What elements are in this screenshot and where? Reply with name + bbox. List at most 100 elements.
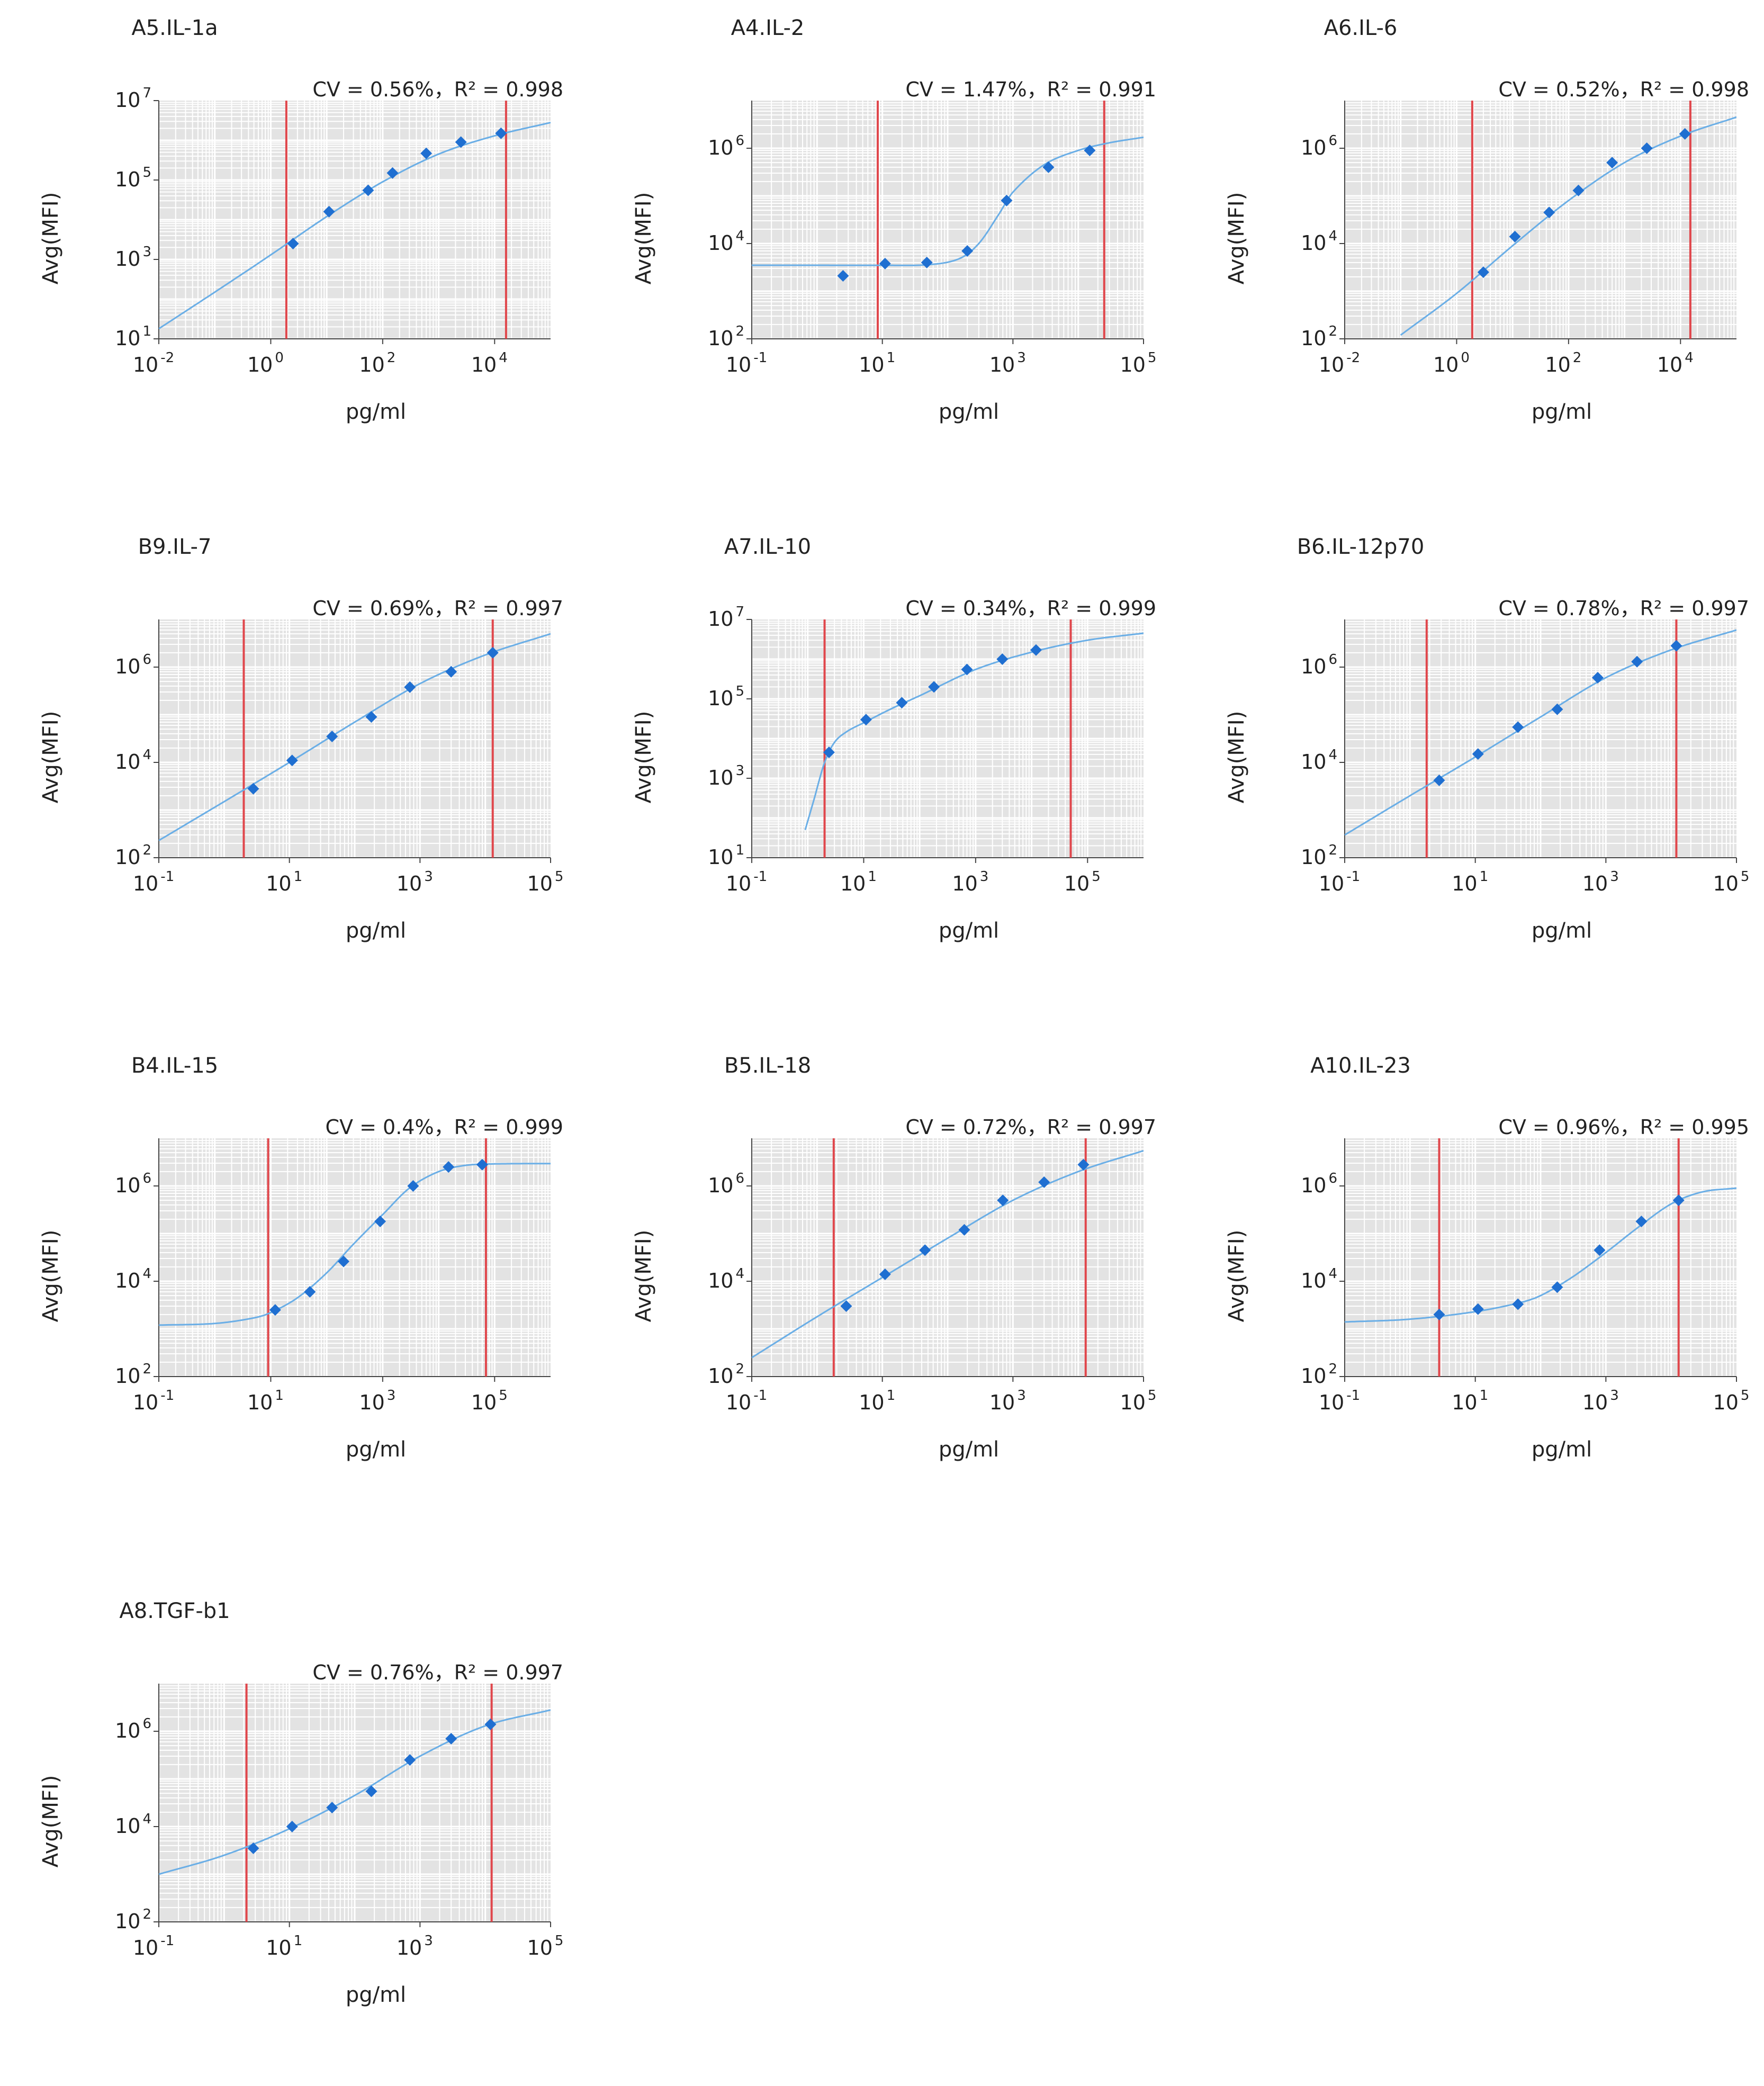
data-point [1594,1244,1606,1256]
chart-panel: A10.IL-23 CV = 0.96%，R² = 0.995 pg/ml Avg(M… [1207,1054,1764,1541]
data-point [1543,206,1555,219]
data-point [1477,266,1489,278]
y-tick-label: 10 4 [1301,747,1337,774]
data-point [326,1802,338,1814]
plot-svg: 10 -1 10 1 10 3 10 5 10 2 10 4 10 6 [708,101,1157,376]
grid-lines [1344,619,1736,859]
x-tick-label: 10 3 [359,1388,395,1414]
x-tick-label: 10 3 [397,1933,433,1959]
y-tick-label: 10 5 [708,684,744,710]
data-point [1509,230,1521,242]
x-tick-label: 10 5 [1713,869,1750,895]
fit-curve [752,136,1144,266]
x-axis-label: pg/ml [938,400,1000,424]
x-axis-label: pg/ml [345,400,407,424]
plot-svg: 10 -1 10 1 10 3 10 5 10 2 10 4 10 6 [115,1684,564,1959]
fit-stats-annotation: CV = 0.78%，R² = 0.997 [1498,597,1749,620]
y-tick-label: 10 4 [708,1266,744,1292]
y-tick-label: 10 4 [1301,228,1337,255]
data-point [961,663,973,676]
x-tick-label: 10 -1 [133,869,174,895]
chart-title: B4.IL-15 [131,1054,219,1078]
chart-panel: A5.IL-1a CV = 0.56%，R² = 0.998 pg/ml Avg(MF… [21,16,604,503]
x-tick-label: 10 3 [1582,869,1619,895]
chart-title: A4.IL-2 [731,16,805,40]
data-point [365,1785,377,1797]
x-tick-label: 10 1 [247,1388,284,1414]
x-tick-label: 10 5 [527,1933,564,1959]
fit-stats-annotation: CV = 0.76%，R² = 0.997 [312,1661,563,1684]
data-point [247,783,259,795]
fit-stats-annotation: CV = 0.4%，R² = 0.999 [325,1116,564,1139]
data-point [407,1180,419,1192]
data-point [374,1216,386,1228]
data-point [1679,128,1691,140]
x-tick-label: 10 -1 [726,350,767,376]
x-tick-label: 10 5 [527,869,564,895]
data-point [996,653,1009,665]
data-point [840,1300,852,1312]
y-tick-label: 10 6 [1301,1171,1337,1197]
data-point [1472,748,1484,760]
x-tick-label: 10 4 [471,350,508,376]
data-point [484,1718,497,1730]
x-tick-label: 10 5 [1713,1388,1750,1414]
data-point [1606,157,1618,169]
chart-panel: B4.IL-15 CV = 0.4%，R² = 0.999 pg/ml Avg(MFI… [21,1054,604,1541]
y-tick-label: 10 2 [115,1907,151,1933]
data-point [1670,640,1682,652]
data-point [445,666,457,678]
grid-lines [751,1138,1144,1378]
data-point [928,681,940,693]
x-tick-label: 10 3 [397,869,433,895]
x-axis-label: pg/ml [1531,919,1592,943]
grid-lines [751,101,1144,340]
x-axis-label: pg/ml [1531,400,1592,424]
x-tick-label: 10 3 [952,869,988,895]
data-point [1512,721,1524,733]
data-point [997,1194,1009,1207]
fit-stats-annotation: CV = 0.34%，R² = 0.999 [905,597,1156,620]
data-point [365,711,377,723]
x-tick-label: 10 5 [1120,350,1157,376]
y-tick-label: 10 4 [708,228,744,255]
x-tick-label: 10 0 [1433,350,1470,376]
x-tick-label: 10 1 [859,1388,895,1414]
chart-title: A6.IL-6 [1324,16,1398,40]
y-tick-label: 10 2 [708,1361,744,1388]
chart-title: A7.IL-10 [724,535,812,559]
fit-stats-annotation: CV = 0.72%，R² = 0.997 [905,1116,1156,1139]
plot-svg: 10 -1 10 1 10 3 10 510 110 310 510 7 [708,604,1144,895]
x-tick-label: 10 1 [1452,869,1488,895]
data-point [476,1158,488,1171]
y-tick-label: 10 6 [1301,133,1337,159]
data-point [247,1842,259,1855]
chart-panel: A6.IL-6 CV = 0.52%，R² = 0.998 pg/ml Avg(MFI… [1207,16,1764,503]
fit-curve [1345,629,1736,836]
y-tick-label: 10 3 [708,763,744,789]
data-point [326,731,338,743]
data-point [1077,1158,1090,1171]
data-point [495,127,507,139]
data-point [1631,655,1643,668]
x-tick-label: 10 3 [989,350,1026,376]
y-tick-label: 10 1 [708,842,744,869]
data-point [961,245,974,257]
data-point [896,697,908,709]
y-tick-label: 10 4 [1301,1266,1337,1292]
x-axis-label: pg/ml [1531,1437,1592,1462]
y-tick-label: 10 7 [115,85,151,112]
fit-curve [159,122,551,330]
x-tick-label: 10 2 [1545,350,1581,376]
x-axis-label: pg/ml [345,1983,407,2007]
plot-svg: 10 -2 10 0 10 2 10 4 10 1 10 3 10 5 10 7 [115,85,551,376]
data-point [445,1732,457,1745]
chart-title: B9.IL-7 [138,535,212,559]
fit-stats-annotation: CV = 0.96%，R² = 0.995 [1498,1116,1749,1139]
data-point [860,714,872,726]
chart-panel: A8.TGF-b1 CV = 0.76%，R² = 0.997 pg/ml Avg(M… [21,1599,604,2086]
data-point [487,646,499,659]
data-point [879,257,891,269]
fit-curve [159,1709,551,1875]
data-point [1472,1303,1484,1315]
